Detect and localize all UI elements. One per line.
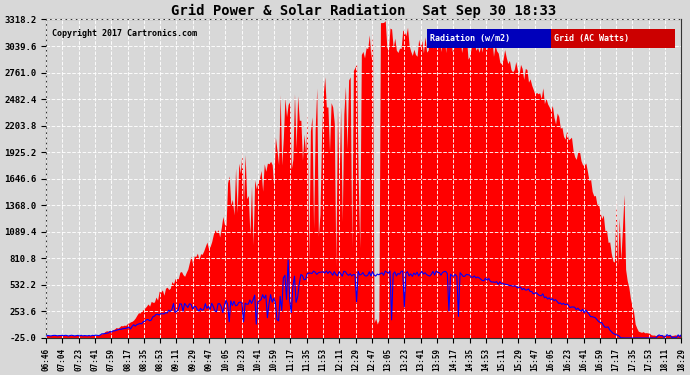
Text: Copyright 2017 Cartronics.com: Copyright 2017 Cartronics.com [52, 29, 197, 38]
Title: Grid Power & Solar Radiation  Sat Sep 30 18:33: Grid Power & Solar Radiation Sat Sep 30 … [171, 4, 556, 18]
FancyBboxPatch shape [551, 29, 675, 48]
FancyBboxPatch shape [427, 29, 551, 48]
Text: Radiation (w/m2): Radiation (w/m2) [431, 34, 511, 43]
Text: Grid (AC Watts): Grid (AC Watts) [554, 34, 629, 43]
